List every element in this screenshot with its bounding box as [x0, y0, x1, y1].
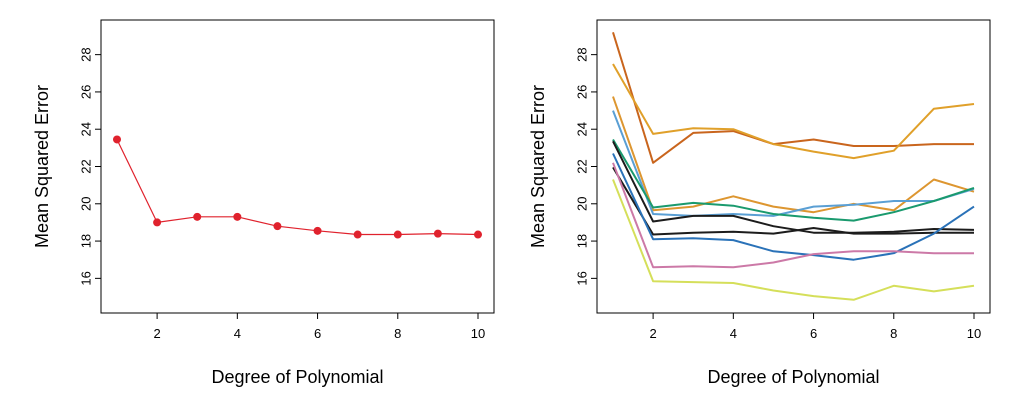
y-tick-label: 16	[574, 271, 589, 285]
data-point	[393, 230, 402, 239]
y-tick-label: 20	[574, 197, 589, 211]
series-line-8	[612, 153, 975, 261]
x-axis-label: Degree of Polynomial	[707, 367, 879, 387]
y-tick-label: 22	[574, 159, 589, 173]
plot-frame	[596, 19, 991, 314]
data-point	[313, 226, 322, 235]
y-tick-label: 26	[78, 85, 93, 99]
plot-frame	[100, 19, 495, 314]
y-tick-label: 28	[78, 47, 93, 61]
x-tick-label: 4	[730, 326, 737, 341]
data-point	[233, 212, 242, 221]
y-tick-label: 20	[78, 197, 93, 211]
series-line-9	[612, 162, 974, 269]
series-line-2	[612, 63, 975, 160]
data-point	[193, 212, 202, 221]
data-point	[474, 230, 482, 239]
x-tick-label: 6	[810, 326, 817, 341]
y-tick-label: 16	[78, 271, 93, 285]
series-line-5	[612, 138, 975, 222]
y-tick-label: 18	[78, 234, 93, 248]
y-tick-label: 24	[78, 122, 93, 136]
x-tick-label: 4	[234, 326, 241, 341]
y-axis-label: Mean Squared Error	[528, 85, 548, 248]
series-line-1	[612, 32, 974, 164]
series-line-4	[612, 110, 975, 217]
x-tick-label: 8	[394, 326, 401, 341]
data-point	[153, 218, 162, 227]
y-axis-label: Mean Squared Error	[32, 85, 52, 248]
x-tick-label: 10	[471, 326, 485, 341]
data-point	[273, 222, 282, 231]
series-line-3	[612, 96, 975, 214]
x-tick-label: 2	[649, 326, 656, 341]
data-point	[353, 230, 362, 239]
data-point	[113, 135, 121, 144]
series-line-1	[116, 139, 479, 236]
y-tick-label: 22	[78, 159, 93, 173]
x-tick-label: 2	[153, 326, 160, 341]
y-tick-label: 26	[574, 85, 589, 99]
y-tick-label: 18	[574, 234, 589, 248]
y-tick-label: 28	[574, 47, 589, 61]
y-tick-label: 24	[574, 122, 589, 136]
x-tick-label: 10	[967, 326, 981, 341]
x-axis-label: Degree of Polynomial	[211, 367, 383, 387]
series-line-10	[612, 179, 975, 301]
x-tick-label: 8	[890, 326, 897, 341]
series-line-6	[612, 140, 975, 234]
data-point	[433, 229, 442, 238]
x-tick-label: 6	[314, 326, 321, 341]
series-line-7	[612, 166, 974, 236]
